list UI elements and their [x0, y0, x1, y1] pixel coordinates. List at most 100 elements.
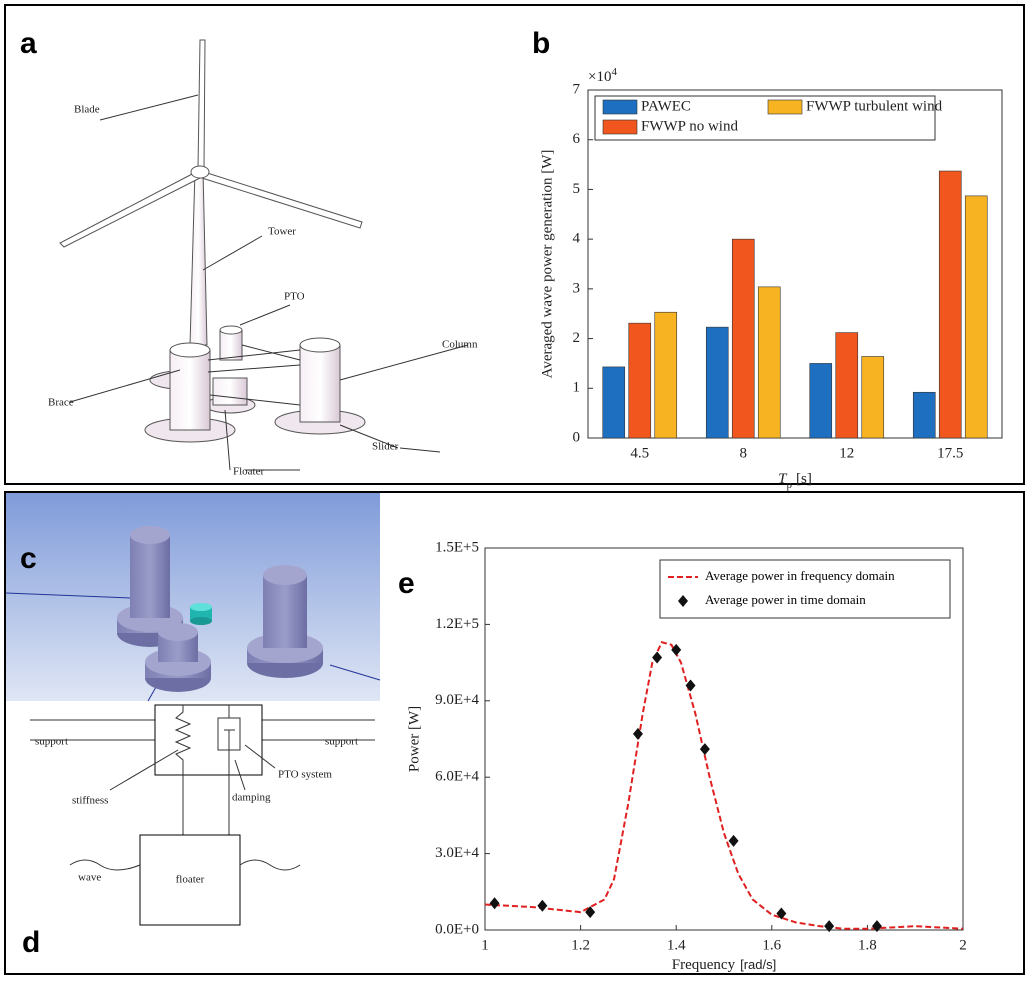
point: [585, 906, 596, 919]
point: [489, 897, 500, 910]
point: [632, 727, 643, 740]
label: wave: [78, 872, 101, 884]
panel-letter: b: [532, 27, 550, 60]
point: [652, 651, 663, 664]
y-tick-label: 0: [573, 429, 581, 445]
y-tick-label: 6: [573, 131, 581, 147]
x-label-symbol: T: [778, 471, 788, 487]
label: PTO system: [278, 769, 332, 781]
bar: [938, 170, 962, 439]
y-tick-label: 1: [573, 380, 581, 396]
legend-swatch: [602, 99, 638, 115]
legend-label: FWWP no wind: [641, 118, 738, 134]
point: [776, 907, 787, 920]
label: Floater: [233, 466, 264, 478]
y-tick-label: 5: [573, 181, 581, 197]
x-label-main: Frequency: [672, 957, 736, 973]
legend-box: [659, 559, 951, 619]
bar: [809, 363, 833, 439]
line: [484, 641, 964, 930]
y-multiplier: ×104: [588, 66, 617, 86]
plot-frame: [484, 547, 964, 931]
legend-label: PAWEC: [641, 98, 691, 114]
x-tick-label: 4.5: [630, 445, 649, 461]
panel-frame: [4, 4, 1025, 485]
y-tick-label: 7: [573, 81, 581, 97]
point: [685, 679, 696, 692]
label: Tower: [268, 226, 296, 238]
label: Column: [442, 339, 478, 351]
x-label-subscript: p: [787, 479, 793, 491]
bar: [705, 326, 729, 439]
point: [537, 899, 548, 912]
label: PTO: [284, 291, 305, 303]
bar: [861, 356, 885, 439]
x-tick-label: 17.5: [937, 445, 963, 461]
label: Blade: [74, 104, 100, 116]
panel-letter: e: [398, 567, 415, 600]
panel-frame: [4, 491, 1025, 975]
y-axis-label: Averaged wave power generation [W]: [539, 150, 555, 379]
y-tick-label: 4: [573, 231, 581, 247]
x-axis-label: Tp [s]: [778, 471, 812, 490]
bar: [912, 391, 936, 439]
legend-label: Average power in time domain: [705, 592, 866, 607]
schematic: [30, 704, 375, 926]
y-tick-label: 0.0E+0: [435, 921, 479, 937]
x-tick-label: 8: [740, 445, 748, 461]
legend-marker: [678, 595, 688, 607]
x-tick-label: 1.8: [858, 937, 877, 953]
x-tick-label: 1.4: [667, 937, 686, 953]
y-tick-label: 3: [573, 280, 581, 296]
legend-swatch: [602, 119, 638, 135]
bar: [757, 286, 781, 439]
x-label-unit: [s]: [796, 471, 812, 487]
plot-frame: [587, 89, 1003, 439]
y-tick-label: 9.0E+4: [435, 692, 479, 708]
point: [871, 920, 882, 933]
x-tick-label: 2: [959, 937, 967, 953]
legend-swatch: [767, 99, 803, 115]
y-tick-label: 6.0E+4: [435, 769, 479, 785]
bar: [835, 332, 859, 439]
leader-lines: [69, 94, 469, 471]
label: support: [325, 736, 358, 748]
x-tick-label: 1: [481, 937, 489, 953]
label: damping: [232, 792, 271, 804]
legend-label: FWWP turbulent wind: [806, 98, 943, 114]
render: [5, 493, 381, 702]
point: [699, 743, 710, 756]
x-tick-label: 1.6: [762, 937, 781, 953]
label: Brace: [48, 397, 74, 409]
label: Slider: [372, 441, 399, 453]
point: [728, 834, 739, 847]
point: [671, 643, 682, 656]
legend-label: Average power in frequency domain: [705, 568, 895, 583]
x-axis-label: Frequency [rad/s]: [672, 957, 776, 973]
bar: [602, 366, 626, 439]
bar: [731, 238, 755, 439]
turbine-drawing: [59, 39, 366, 443]
bar: [964, 195, 988, 439]
multiplier-base: ×10: [588, 69, 611, 85]
panel-letter: a: [20, 27, 37, 60]
y-tick-label: 1.5E+5: [435, 539, 479, 555]
x-tick-label: 1.2: [571, 937, 590, 953]
x-tick-label: 12: [839, 445, 854, 461]
label: floater: [176, 874, 205, 886]
label: stiffness: [72, 795, 108, 807]
y-axis-label: Power [W]: [406, 706, 422, 772]
bar: [654, 311, 678, 439]
y-tick-label: 3.0E+4: [435, 845, 479, 861]
y-tick-label: 2: [573, 330, 581, 346]
y-tick-label: 1.2E+5: [435, 616, 479, 632]
label: support: [35, 736, 68, 748]
multiplier-exponent: 4: [611, 66, 617, 78]
point: [824, 920, 835, 933]
legend-box: [594, 95, 936, 141]
panel-letter: d: [22, 926, 40, 959]
x-label-unit: [rad/s]: [740, 957, 776, 972]
panel-letter: c: [20, 542, 37, 575]
bar: [628, 322, 652, 439]
